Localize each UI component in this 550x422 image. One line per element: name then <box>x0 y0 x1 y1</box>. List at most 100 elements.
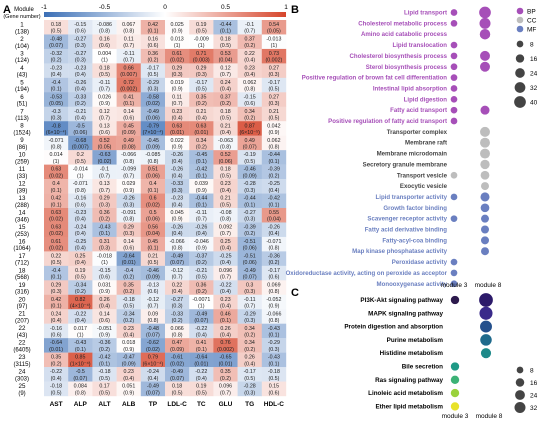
heatmap-cell <box>68 352 93 368</box>
heatmap-cell <box>261 367 287 382</box>
go-term-label: Peroxidase activity <box>392 259 448 266</box>
cell-pvalue: (0.9) <box>196 246 207 252</box>
cell-pvalue: (0.1) <box>220 318 231 324</box>
cell-pvalue: (0.1) <box>123 101 134 107</box>
row-module-label: 7 <box>20 108 24 115</box>
heatmap-cell <box>165 48 190 64</box>
cell-correlation: -0.36 <box>98 340 110 346</box>
cell-pvalue: (0.2) <box>244 347 255 353</box>
cell-correlation: -0.32 <box>50 51 62 57</box>
cell-pvalue: (0.06) <box>219 159 233 165</box>
kegg-dot-module3 <box>450 402 460 411</box>
heatmap-cell <box>140 323 166 339</box>
heatmap-cell <box>237 265 262 281</box>
cell-pvalue: (0.5) <box>196 275 207 281</box>
heatmap-cell <box>237 367 262 382</box>
cell-correlation: -0.48 <box>147 326 159 332</box>
cell-pvalue: (0.4) <box>75 115 86 121</box>
heatmap-cell <box>189 309 214 324</box>
heatmap-cell <box>213 150 238 165</box>
cell-correlation: 0.09 <box>148 311 158 317</box>
cell-pvalue: (0.06) <box>146 115 160 121</box>
heatmap-cell <box>116 34 141 50</box>
heatmap-cell <box>213 179 238 194</box>
cell-correlation: 0.14 <box>124 109 134 115</box>
kegg-x-labels: module 3 module 8 <box>442 413 503 420</box>
cell-correlation: -0.42 <box>98 355 110 361</box>
heatmap-cell <box>116 251 141 267</box>
cell-correlation: -0.066 <box>121 152 136 158</box>
cell-pvalue: (0.4) <box>172 289 183 295</box>
cell-correlation: -0.26 <box>171 225 183 231</box>
cell-correlation: -0.066 <box>170 239 185 245</box>
cell-correlation: 0.22 <box>245 51 255 57</box>
cell-correlation: 0.34 <box>196 138 206 144</box>
heatmap-cell <box>261 164 287 180</box>
heatmap-cell <box>213 338 238 353</box>
cell-pvalue: (0.1) <box>147 29 158 35</box>
go-term-label: Sterol biosynthesis process <box>366 64 448 71</box>
cell-pvalue: (0.02) <box>170 361 184 367</box>
cell-correlation: -0.34 <box>74 282 86 288</box>
heatmap-cell <box>116 77 141 93</box>
heatmap-cell <box>237 222 262 238</box>
heatmap-cell <box>189 63 214 79</box>
heatmap-cell <box>140 381 166 397</box>
go-term-label: Map kinase phosphatase activity <box>352 248 447 255</box>
cell-correlation: -0.12 <box>147 297 159 303</box>
cell-pvalue: (0.7) <box>244 303 255 309</box>
heatmap-cell <box>92 92 117 107</box>
cell-correlation: -0.26 <box>268 225 280 231</box>
column-label: ALP <box>74 401 88 408</box>
cell-pvalue: (0.4) <box>172 202 183 208</box>
cell-pvalue: (1) <box>174 43 181 49</box>
cell-correlation: 0.31 <box>99 239 109 245</box>
cell-correlation: -0.43 <box>98 225 110 231</box>
cell-pvalue: (0.05) <box>267 29 281 35</box>
cell-pvalue: (0.4) <box>75 72 86 78</box>
cell-correlation: -0.5 <box>76 123 85 129</box>
cell-correlation: 0.36 <box>148 51 158 57</box>
row-gene-count: (1064) <box>13 246 30 252</box>
go-term-label: Growth factor binding <box>383 205 447 212</box>
heatmap-cell <box>261 338 287 353</box>
cell-correlation: -0.45 <box>147 138 159 144</box>
cell-correlation: -0.099 <box>121 167 136 173</box>
go-dot-module3 <box>450 41 458 49</box>
cell-pvalue: (0.5) <box>51 260 62 266</box>
cell-pvalue: (0.6) <box>123 246 134 252</box>
heatmap-cell <box>116 323 141 339</box>
cell-pvalue: (0.2) <box>244 115 255 121</box>
heatmap-cell <box>213 251 238 267</box>
row-module-label: 19 <box>19 282 26 289</box>
cell-pvalue: (0.02) <box>49 217 63 223</box>
heatmap-cell <box>68 179 93 194</box>
go-term-labels: Lipid transport Cholesterol metabolic pro… <box>286 10 448 288</box>
heatmap-cell <box>165 222 190 238</box>
cell-pvalue: (0.4) <box>220 87 231 93</box>
heatmap-cell <box>189 367 214 382</box>
cell-correlation: -0.0071 <box>192 297 210 303</box>
heatmap-cell <box>92 280 117 295</box>
column-label: HDL-C <box>264 401 285 408</box>
heatmap-cell <box>165 77 190 93</box>
cell-correlation: 0.062 <box>243 80 256 86</box>
go-dot-module3 <box>450 280 458 288</box>
cell-pvalue: (0.7) <box>99 87 110 93</box>
heatmap-cell <box>189 135 214 151</box>
heatmap-cell <box>189 381 214 397</box>
cell-pvalue: (0.5) <box>196 390 207 396</box>
cell-correlation: 0.067 <box>122 22 135 28</box>
cell-correlation: 0.35 <box>196 94 206 100</box>
cell-pvalue: (0.9) <box>268 303 279 309</box>
cell-correlation: -0.22 <box>50 369 62 375</box>
heatmap-cell <box>237 323 262 339</box>
cell-correlation: -0.45 <box>195 152 207 158</box>
heatmap-cell <box>68 309 93 324</box>
heatmap-cell <box>213 367 238 382</box>
cell-correlation: 0.022 <box>170 138 183 144</box>
heatmap-cell <box>68 63 93 79</box>
cell-pvalue: (0.5) <box>268 87 279 93</box>
cell-correlation: -0.39 <box>268 167 280 173</box>
cell-correlation: 0.35 <box>51 355 61 361</box>
